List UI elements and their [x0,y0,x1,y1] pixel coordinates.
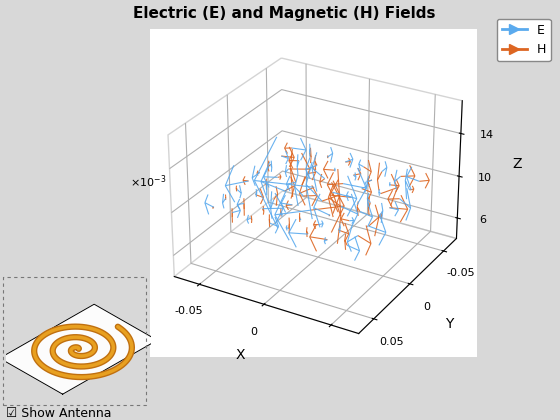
Y-axis label: Y: Y [445,318,453,331]
Text: Electric (E) and Magnetic (H) Fields: Electric (E) and Magnetic (H) Fields [133,6,436,21]
X-axis label: X: X [236,348,245,362]
Text: ☑ Show Antenna: ☑ Show Antenna [6,407,111,420]
Legend: E, H: E, H [497,19,551,61]
Text: $\times10^{-3}$: $\times10^{-3}$ [130,173,166,190]
Polygon shape [0,304,157,394]
